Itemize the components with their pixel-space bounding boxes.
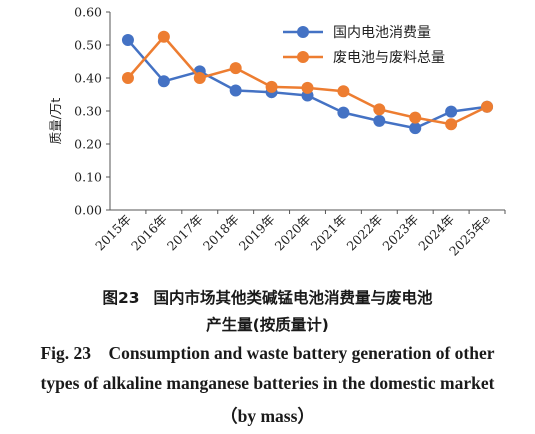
x-tick-label: 2015年	[92, 212, 134, 254]
x-axis-ticks: 2015年2016年2017年2018年2019年2020年2021年2022年…	[92, 210, 506, 259]
caption-en-line2: types of alkaline manganese batteries in…	[40, 373, 495, 393]
series-2-point	[445, 118, 458, 131]
series-group	[121, 30, 494, 135]
series-2-point	[301, 81, 314, 94]
series-2-point	[157, 30, 170, 43]
series-1-point	[337, 106, 350, 119]
y-tick-label: 0.30	[74, 104, 102, 119]
y-axis-label: 质量/万t	[48, 98, 63, 145]
series-1-point	[445, 105, 458, 118]
y-tick-label: 0.50	[74, 38, 102, 53]
series-1-point	[121, 34, 134, 47]
caption-en-line1: Fig. 23 Consumption and waste battery ge…	[40, 343, 495, 363]
caption-en-line3: （by mass）	[220, 406, 315, 426]
caption-cn-line1: 图23 国内市场其他类碱锰电池消费量与废电池	[0, 286, 535, 308]
line-chart: 0.000.100.200.300.400.500.60 2015年2016年2…	[48, 5, 506, 259]
x-tick-label: 2018年	[200, 212, 242, 254]
y-tick-label: 0.10	[74, 170, 102, 185]
legend-marker	[297, 51, 309, 63]
legend-marker	[297, 26, 309, 38]
series-2-point	[265, 80, 278, 93]
y-tick-label: 0.20	[74, 137, 102, 152]
series-1-point	[229, 84, 242, 97]
series-2-point	[337, 85, 350, 98]
series-2-point	[121, 72, 134, 84]
y-tick-label: 0.40	[74, 71, 102, 86]
y-axis-ticks: 0.00 0.10 0.20 0.30 0.40 0.50 0.60	[74, 5, 110, 218]
caption-cn-figure-number: 图23	[102, 289, 140, 307]
series-1-point	[409, 122, 422, 135]
legend-label: 国内电池消费量	[333, 25, 431, 41]
caption-cn-line2: 产生量(按质量计)	[206, 316, 329, 334]
caption-cn-title: 国内市场其他类碱锰电池消费量与废电池	[153, 289, 433, 307]
series-2-point	[193, 72, 206, 84]
x-tick-label: 2019年	[236, 212, 278, 254]
series-1-point	[157, 75, 170, 88]
series-2-point	[409, 111, 422, 124]
series-2-point	[481, 100, 494, 113]
x-tick-label: 2023年	[379, 212, 421, 254]
y-tick-label: 0.00	[74, 203, 102, 218]
x-tick-label: 2017年	[164, 212, 206, 254]
series-2-point	[373, 103, 386, 116]
y-tick-label: 0.60	[74, 5, 102, 20]
x-tick-label: 2022年	[343, 212, 385, 254]
legend-label: 废电池与废料总量	[333, 50, 445, 66]
x-tick-label: 2016年	[128, 212, 170, 254]
x-tick-label: 2020年	[272, 212, 314, 254]
series-2-point	[229, 62, 242, 75]
series-1-point	[373, 114, 386, 127]
x-tick-label: 2021年	[308, 212, 350, 254]
